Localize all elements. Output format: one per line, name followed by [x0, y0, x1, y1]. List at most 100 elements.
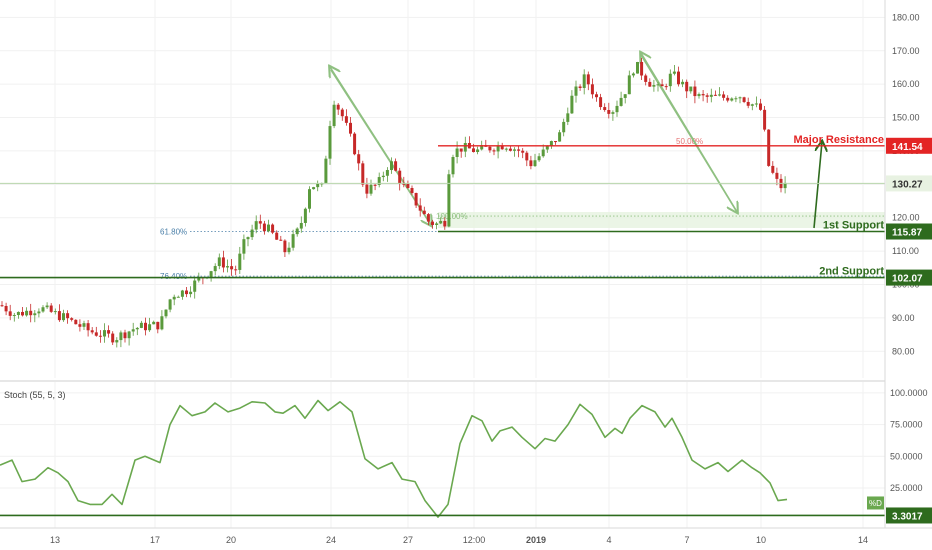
- candle-body-143: [586, 74, 590, 85]
- candle-body-17: [70, 318, 74, 320]
- candle-body-37: [152, 321, 156, 325]
- price-tick-label: 90.00: [892, 313, 915, 323]
- candle-body-125: [513, 149, 516, 151]
- candle-body-33: [135, 327, 139, 330]
- candle-body-133: [545, 145, 549, 150]
- candle-body-111: [455, 148, 459, 157]
- oscillator-axis-labels: 25.0000 50.0000 75.0000 100.0000: [890, 388, 928, 493]
- candle-body-144: [590, 84, 594, 95]
- candle-body-61: [250, 229, 254, 238]
- candle-body-107: [439, 220, 443, 224]
- candle-body-131: [537, 156, 541, 161]
- candle-body-97: [398, 170, 402, 184]
- candle-body-120: [492, 150, 496, 152]
- resistance-label: Major Resistance: [794, 134, 884, 146]
- candle-body-150: [615, 105, 619, 113]
- time-tick-label: 14: [858, 535, 868, 545]
- stoch-series-tag: %D: [869, 499, 882, 508]
- candle-body-38: [156, 321, 160, 330]
- candle-body-163: [668, 73, 672, 87]
- candle-body-132: [541, 149, 545, 157]
- candle-body-148: [607, 110, 611, 114]
- price-tick-label: 150.00: [892, 113, 920, 123]
- candle-body-84: [344, 116, 348, 123]
- candle-body-35: [144, 322, 147, 331]
- candle-body-130: [533, 160, 537, 167]
- candle-body-10: [41, 307, 45, 312]
- candle-body-177: [726, 97, 730, 101]
- candle-body-162: [664, 86, 668, 88]
- stoch-value-box: [886, 507, 932, 524]
- last-price-box: [886, 175, 932, 192]
- candle-body-77: [316, 183, 320, 188]
- price-tick-label: 80.00: [892, 346, 915, 356]
- candle-body-42: [172, 296, 176, 300]
- candle-body-168: [689, 86, 693, 92]
- time-tick-label: 17: [150, 535, 160, 545]
- candle-body-158: [648, 81, 652, 87]
- candle-body-188: [771, 165, 775, 173]
- time-tick-label: 4: [606, 535, 611, 545]
- candle-body-57: [234, 269, 238, 271]
- candle-body-53: [217, 257, 221, 267]
- candle-body-81: [332, 104, 336, 127]
- candle-body-88: [361, 163, 365, 185]
- osc-tick-label: 100.0000: [890, 388, 928, 398]
- candle-body-149: [611, 112, 615, 114]
- time-tick-label: 2019: [526, 535, 546, 545]
- candle-body-9: [37, 311, 41, 314]
- candle-body-4: [16, 311, 20, 316]
- candle-body-29: [119, 332, 123, 341]
- candle-body-12: [49, 305, 53, 312]
- candle-body-15: [62, 313, 65, 321]
- time-tick-label: 24: [326, 535, 336, 545]
- candle-body-55: [226, 266, 229, 268]
- osc-tick-label: 50.0000: [890, 451, 923, 461]
- candle-body-147: [603, 107, 607, 111]
- candle-body-56: [230, 266, 234, 270]
- candle-body-31: [127, 331, 131, 339]
- support-zone: [438, 212, 885, 228]
- candle-body-117: [480, 145, 484, 150]
- candle-body-121: [496, 145, 500, 152]
- candle-body-123: [504, 148, 508, 150]
- candle-body-101: [414, 193, 418, 206]
- fibonacci-lines: 61.80% 76.40% 100.00% 50.00%: [160, 137, 885, 281]
- candle-body-104: [426, 214, 430, 222]
- candle-body-189: [775, 172, 779, 179]
- candle-body-172: [705, 95, 709, 97]
- candle-body-98: [402, 183, 406, 185]
- candle-body-151: [619, 97, 623, 106]
- candle-body-146: [599, 97, 603, 108]
- candle-body-20: [82, 323, 86, 327]
- candle-body-152: [623, 94, 627, 98]
- candle-body-100: [410, 188, 414, 194]
- candle-body-43: [176, 296, 180, 298]
- candle-body-160: [656, 84, 660, 86]
- time-axis-labels: 13 17 20 24 27 12:00 2019 4 7 10 14: [50, 535, 868, 545]
- candle-body-176: [722, 94, 726, 98]
- stochastic-oscillator: %D 3.3017: [0, 399, 932, 524]
- candle-body-110: [451, 156, 455, 175]
- candle-body-11: [45, 305, 49, 308]
- candle-body-161: [660, 84, 664, 87]
- candle-body-108: [443, 220, 447, 227]
- candle-body-175: [718, 94, 721, 96]
- oscillator-grid: [0, 382, 885, 528]
- candle-body-64: [262, 223, 266, 232]
- candle-body-184: [754, 103, 758, 105]
- candle-body-105: [431, 221, 434, 225]
- candle-body-68: [279, 239, 283, 241]
- candle-body-26: [107, 330, 111, 334]
- stoch-d-line: [0, 399, 788, 518]
- candle-body-34: [139, 322, 143, 328]
- candle-body-25: [103, 330, 106, 337]
- candle-body-153: [627, 75, 631, 95]
- candle-body-36: [148, 324, 152, 331]
- candle-body-83: [340, 109, 344, 117]
- candle-body-59: [242, 239, 246, 254]
- candle-body-180: [738, 97, 742, 99]
- candle-body-82: [336, 104, 340, 110]
- candle-body-139: [570, 95, 574, 114]
